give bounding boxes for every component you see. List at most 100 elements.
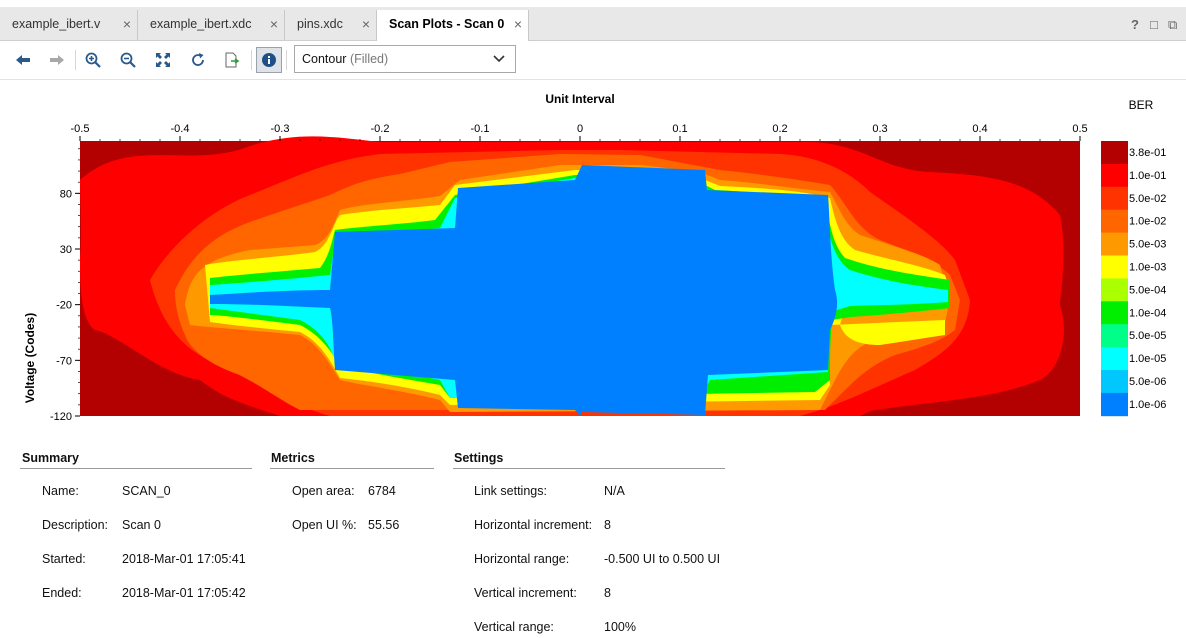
name-value: SCAN_0 [122, 484, 171, 498]
description-value: Scan 0 [122, 518, 161, 532]
vertical-range-value: 100% [604, 620, 636, 634]
legend-swatch [1101, 324, 1128, 348]
float-icon[interactable]: ⧉ [1168, 17, 1178, 32]
legend-swatch [1101, 163, 1128, 188]
link-settings-value: N/A [604, 484, 625, 498]
plot-type-value: Contour [302, 52, 347, 66]
x-tick-label: -0.2 [371, 123, 390, 135]
restore-icon[interactable]: □ [1150, 17, 1158, 32]
settings-divider [453, 468, 725, 469]
legend-label: 5.0e-06 [1129, 376, 1166, 388]
x-tick-label: 0.2 [772, 123, 787, 135]
horizontal-increment-value: 8 [604, 518, 611, 532]
legend-swatch [1101, 209, 1128, 233]
x-tick-label: 0 [577, 123, 583, 135]
legend-label: 5.0e-04 [1129, 284, 1166, 296]
close-icon[interactable]: × [269, 16, 278, 32]
horizontal-range-label: Horizontal range: [474, 552, 570, 566]
ber-eye-scan-chart: Unit Interval Voltage (Codes) BER -0.5 -0… [23, 92, 1166, 423]
plot-area [80, 136, 1080, 417]
close-icon[interactable]: × [361, 16, 370, 32]
help-icon[interactable]: ? [1131, 17, 1139, 32]
y-axis: 80 30 -20 -70 -120 [50, 148, 80, 423]
open-ui-value: 55.56 [368, 518, 400, 532]
horizontal-range-value: -0.500 UI to 0.500 UI [604, 552, 721, 566]
legend-label: 5.0e-05 [1129, 330, 1166, 342]
legend-label: 1.0e-06 [1129, 399, 1166, 411]
tab-label: example_ibert.xdc [150, 17, 252, 31]
info-icon[interactable] [256, 47, 282, 73]
export-icon[interactable] [219, 47, 245, 73]
legend-swatch [1101, 141, 1128, 165]
started-label: Started: [42, 552, 86, 566]
legend-label: 5.0e-02 [1129, 193, 1166, 205]
summary-divider [20, 468, 252, 469]
metrics-divider [270, 468, 434, 469]
legend: 3.8e-01 1.0e-01 5.0e-02 1.0e-02 5.0e-03 1.0e-… [1101, 141, 1166, 417]
y-tick-label: 30 [60, 244, 72, 256]
legend-label: 1.0e-03 [1129, 262, 1166, 274]
legend-swatch [1101, 255, 1128, 279]
legend-swatch [1101, 301, 1128, 325]
open-area-label: Open area: [292, 484, 355, 498]
legend-swatch [1101, 186, 1128, 211]
plot-type-select[interactable]: Contour (Filled) [294, 45, 516, 73]
open-ui-label: Open UI %: [292, 518, 357, 532]
tab-example-ibert-v[interactable]: example_ibert.v × [0, 10, 138, 40]
open-area-value: 6784 [368, 484, 396, 498]
fit-icon[interactable] [150, 47, 176, 73]
plot-type-suffix: (Filled) [349, 52, 389, 66]
settings-title: Settings [454, 451, 504, 465]
tab-label: example_ibert.v [12, 17, 101, 31]
legend-swatch [1101, 347, 1128, 371]
x-tick-label: 0.3 [872, 123, 887, 135]
x-tick-label: 0.5 [1072, 123, 1087, 135]
chevron-down-icon [493, 55, 505, 63]
legend-label: 5.0e-03 [1129, 239, 1166, 251]
editor-tab-bar: example_ibert.v × example_ibert.xdc × pi… [0, 7, 1186, 41]
toolbar-separator [75, 50, 76, 70]
ended-value: 2018-Mar-01 17:05:42 [122, 586, 246, 600]
back-icon[interactable] [10, 47, 36, 73]
metrics-title: Metrics [271, 451, 315, 465]
chart-title: Unit Interval [545, 92, 614, 106]
legend-label: 1.0e-02 [1129, 216, 1166, 228]
tab-scan-plots[interactable]: Scan Plots - Scan 0 × [376, 10, 529, 41]
y-tick-label: -20 [56, 300, 72, 312]
zoom-in-icon[interactable] [80, 47, 106, 73]
tab-pins-xdc[interactable]: pins.xdc × [285, 10, 377, 40]
legend-swatch [1101, 232, 1128, 256]
toolbar-separator [286, 50, 287, 70]
link-settings-label: Link settings: [474, 484, 547, 498]
tab-example-ibert-xdc[interactable]: example_ibert.xdc × [138, 10, 285, 40]
y-tick-label: -120 [50, 411, 72, 423]
vertical-increment-value: 8 [604, 586, 611, 600]
legend-swatch [1101, 278, 1128, 302]
tab-label: pins.xdc [297, 17, 343, 31]
legend-swatch [1101, 370, 1128, 394]
toolbar-separator [251, 50, 252, 70]
legend-swatch [1101, 392, 1128, 417]
plot-toolbar: Contour (Filled) [0, 41, 1186, 80]
x-tick-label: -0.4 [171, 123, 190, 135]
refresh-icon[interactable] [185, 47, 211, 73]
legend-label: 3.8e-01 [1129, 147, 1166, 159]
x-tick-label: -0.5 [71, 123, 90, 135]
close-icon[interactable]: × [122, 16, 131, 32]
legend-label: 1.0e-04 [1129, 307, 1166, 319]
close-icon[interactable]: × [513, 16, 522, 32]
vertical-range-label: Vertical range: [474, 620, 554, 634]
horizontal-increment-label: Horizontal increment: [474, 518, 593, 532]
ber-level-1.0e-06 [210, 165, 838, 416]
x-tick-label: 0.1 [672, 123, 687, 135]
legend-label: 1.0e-01 [1129, 170, 1166, 182]
zoom-out-icon[interactable] [115, 47, 141, 73]
legend-title: BER [1129, 98, 1154, 112]
x-tick-label: -0.3 [271, 123, 290, 135]
x-axis: -0.5 -0.4 -0.3 -0.2 -0.1 0 0.1 0.2 0.3 0.4 0.5 [71, 123, 1088, 141]
forward-icon[interactable] [44, 47, 70, 73]
name-label: Name: [42, 484, 79, 498]
x-tick-label: 0.4 [972, 123, 987, 135]
description-label: Description: [42, 518, 108, 532]
vertical-increment-label: Vertical increment: [474, 586, 577, 600]
